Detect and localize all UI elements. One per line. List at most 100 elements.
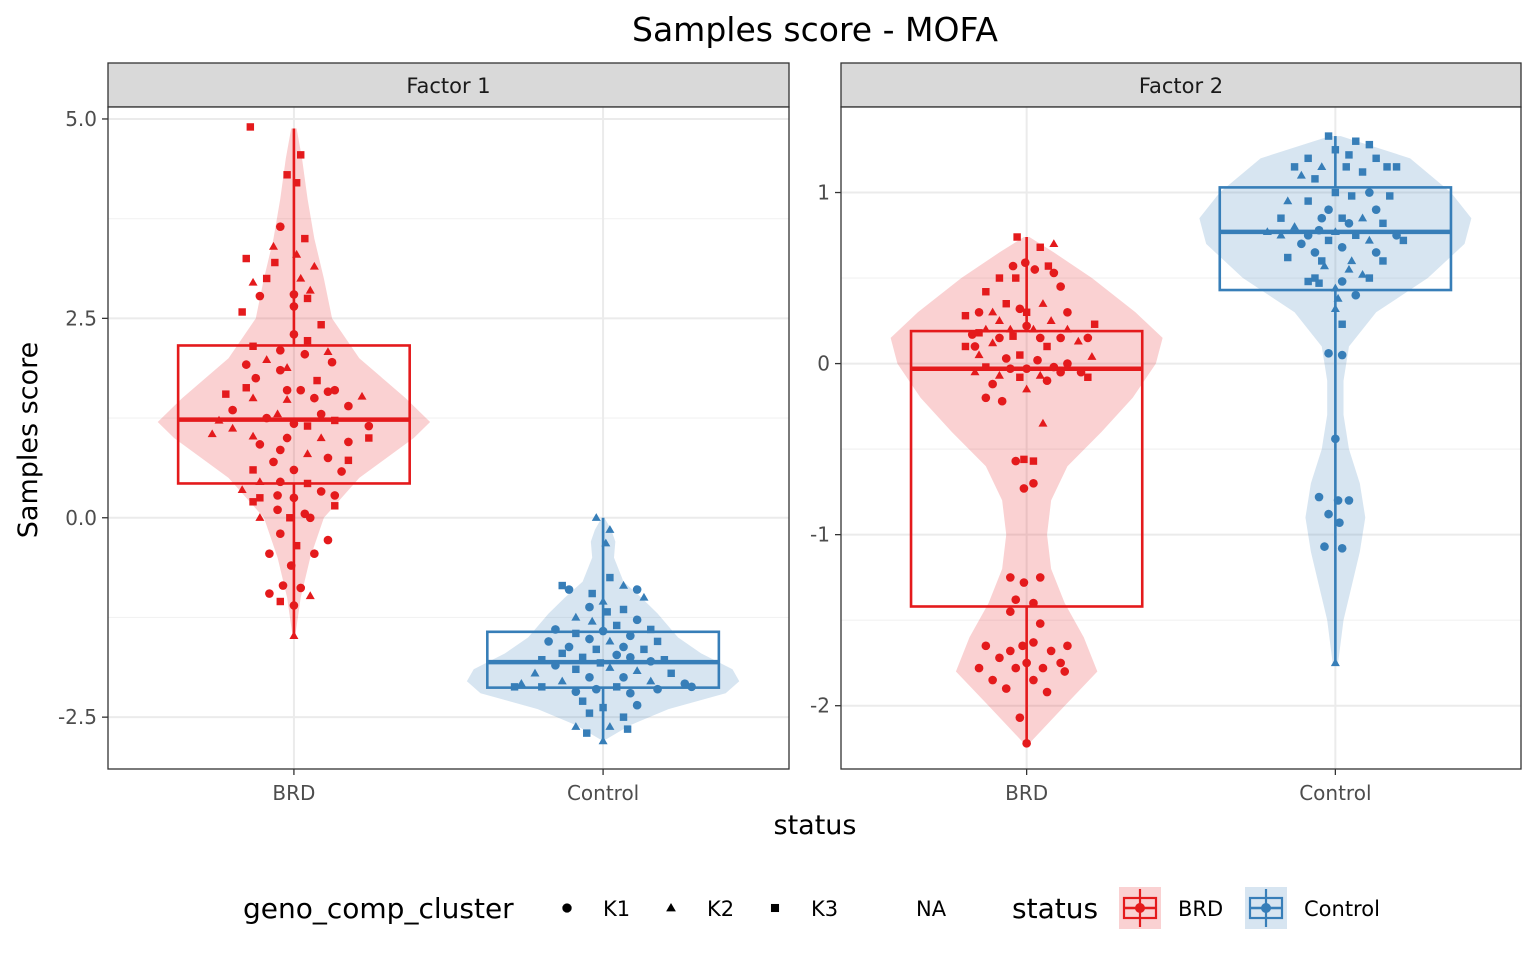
data-point [619,642,628,652]
data-point [1347,256,1357,265]
data-point [988,675,997,685]
data-point [1038,663,1048,673]
data-point [646,676,656,685]
data-point [282,395,292,403]
data-point [1331,434,1340,444]
data-point [317,321,325,329]
data-point [1043,342,1051,351]
data-point [1084,373,1092,381]
y-tick-label: -2 [810,694,830,718]
data-point [316,409,326,419]
data-point [587,616,597,625]
legend-symbol [770,903,780,913]
data-point [1011,663,1021,673]
data-point [598,736,608,745]
data-point [1016,351,1024,359]
data-point [1358,213,1368,222]
legend-label: K2 [707,897,734,921]
data-point [558,649,566,658]
data-point [1317,162,1327,171]
data-point [237,485,247,493]
data-point [583,729,591,737]
data-point [603,608,611,616]
data-point [207,429,217,438]
data-point [331,502,339,510]
data-point [275,477,285,487]
data-point [1324,132,1333,140]
data-point [605,636,615,645]
data-point [1333,293,1343,302]
data-point [571,612,581,621]
data-point [246,123,255,131]
data-point [1029,638,1038,647]
data-point [330,491,340,500]
data-point [995,653,1004,663]
legend-key-k2: K2 [666,897,734,921]
data-point [1379,219,1387,228]
box [909,329,1144,608]
data-point [1073,336,1083,345]
data-point [241,360,251,369]
data-point [1056,333,1065,343]
data-point [289,419,299,428]
data-point [1035,573,1045,582]
data-point [572,665,580,674]
data-point [330,385,340,395]
data-point [1324,509,1333,519]
data-point [273,491,282,500]
data-point [1063,641,1072,651]
data-point [680,679,690,688]
data-point [297,151,305,159]
data-point [995,333,1004,343]
data-point [510,683,519,691]
data-point [626,653,635,662]
data-point [1358,168,1367,176]
data-point [1310,248,1320,257]
legend-symbol [562,903,572,913]
data-point [275,365,285,375]
data-point [248,277,258,286]
data-point [961,311,970,320]
data-point [262,274,271,283]
chart-title: Samples score - MOFA [632,10,998,49]
data-point [538,683,546,691]
data-point [1046,646,1056,656]
data-point [660,656,669,664]
data-point [296,273,306,282]
data-point [228,405,237,415]
data-point [619,672,628,682]
data-point [994,370,1004,379]
data-point [1324,205,1333,214]
data-point [1311,175,1319,183]
data-point [1020,455,1028,464]
data-point [544,637,553,646]
data-point [303,422,312,430]
data-point [623,725,632,733]
data-point [1345,151,1353,159]
legend-label: BRD [1178,897,1223,921]
data-point [1060,667,1070,676]
data-point [1030,265,1040,274]
data-point [1304,197,1312,205]
data-point [1063,359,1072,368]
data-point [1011,595,1021,604]
data-point [1011,456,1021,466]
data-point [1276,230,1286,239]
group-brd [157,123,431,639]
facet-panels: Factor 1 -2.5 0.0 2.5 5.0 BRD Control Factor 2 -… [58,62,1522,805]
data-point [1311,274,1319,282]
data-point [289,493,299,503]
data-point [1042,687,1052,697]
data-point [1314,225,1324,235]
data-point [994,316,1004,324]
data-point [323,387,333,397]
data-point [1020,258,1030,267]
data-point [222,390,230,398]
data-point [601,538,611,547]
data-point [1365,140,1374,149]
data-point [1277,214,1285,222]
data-point [564,642,574,652]
data-point [970,367,980,376]
data-point [1330,658,1340,667]
data-point [292,179,301,187]
